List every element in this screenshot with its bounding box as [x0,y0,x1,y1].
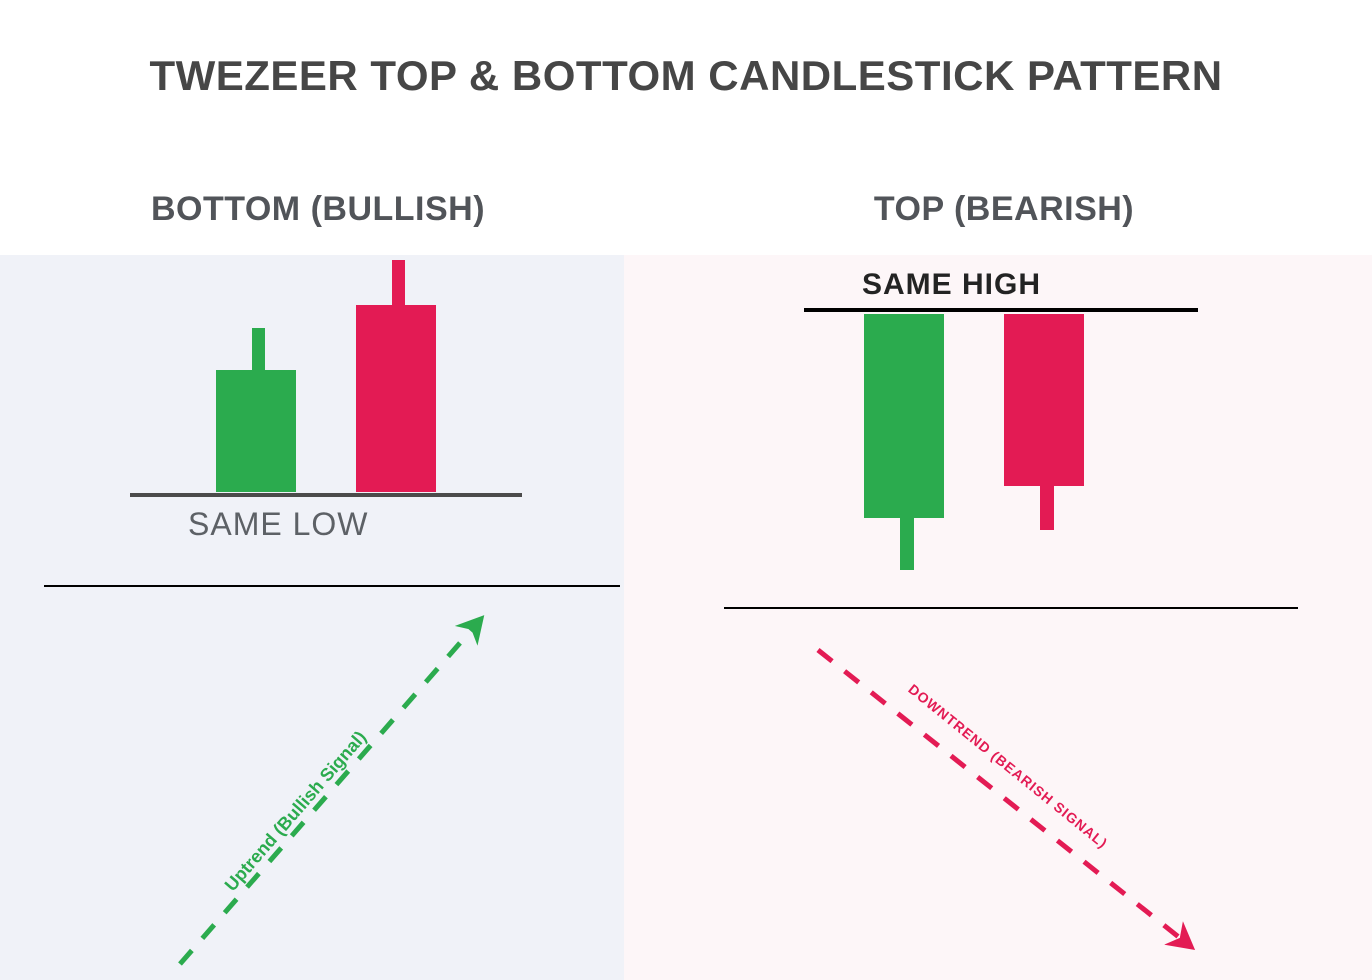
downtrend-arrow-label: DOWNTREND (BEARISH SIGNAL) [905,681,1111,852]
downtrend-arrow: DOWNTREND (BEARISH SIGNAL) [0,0,1372,980]
